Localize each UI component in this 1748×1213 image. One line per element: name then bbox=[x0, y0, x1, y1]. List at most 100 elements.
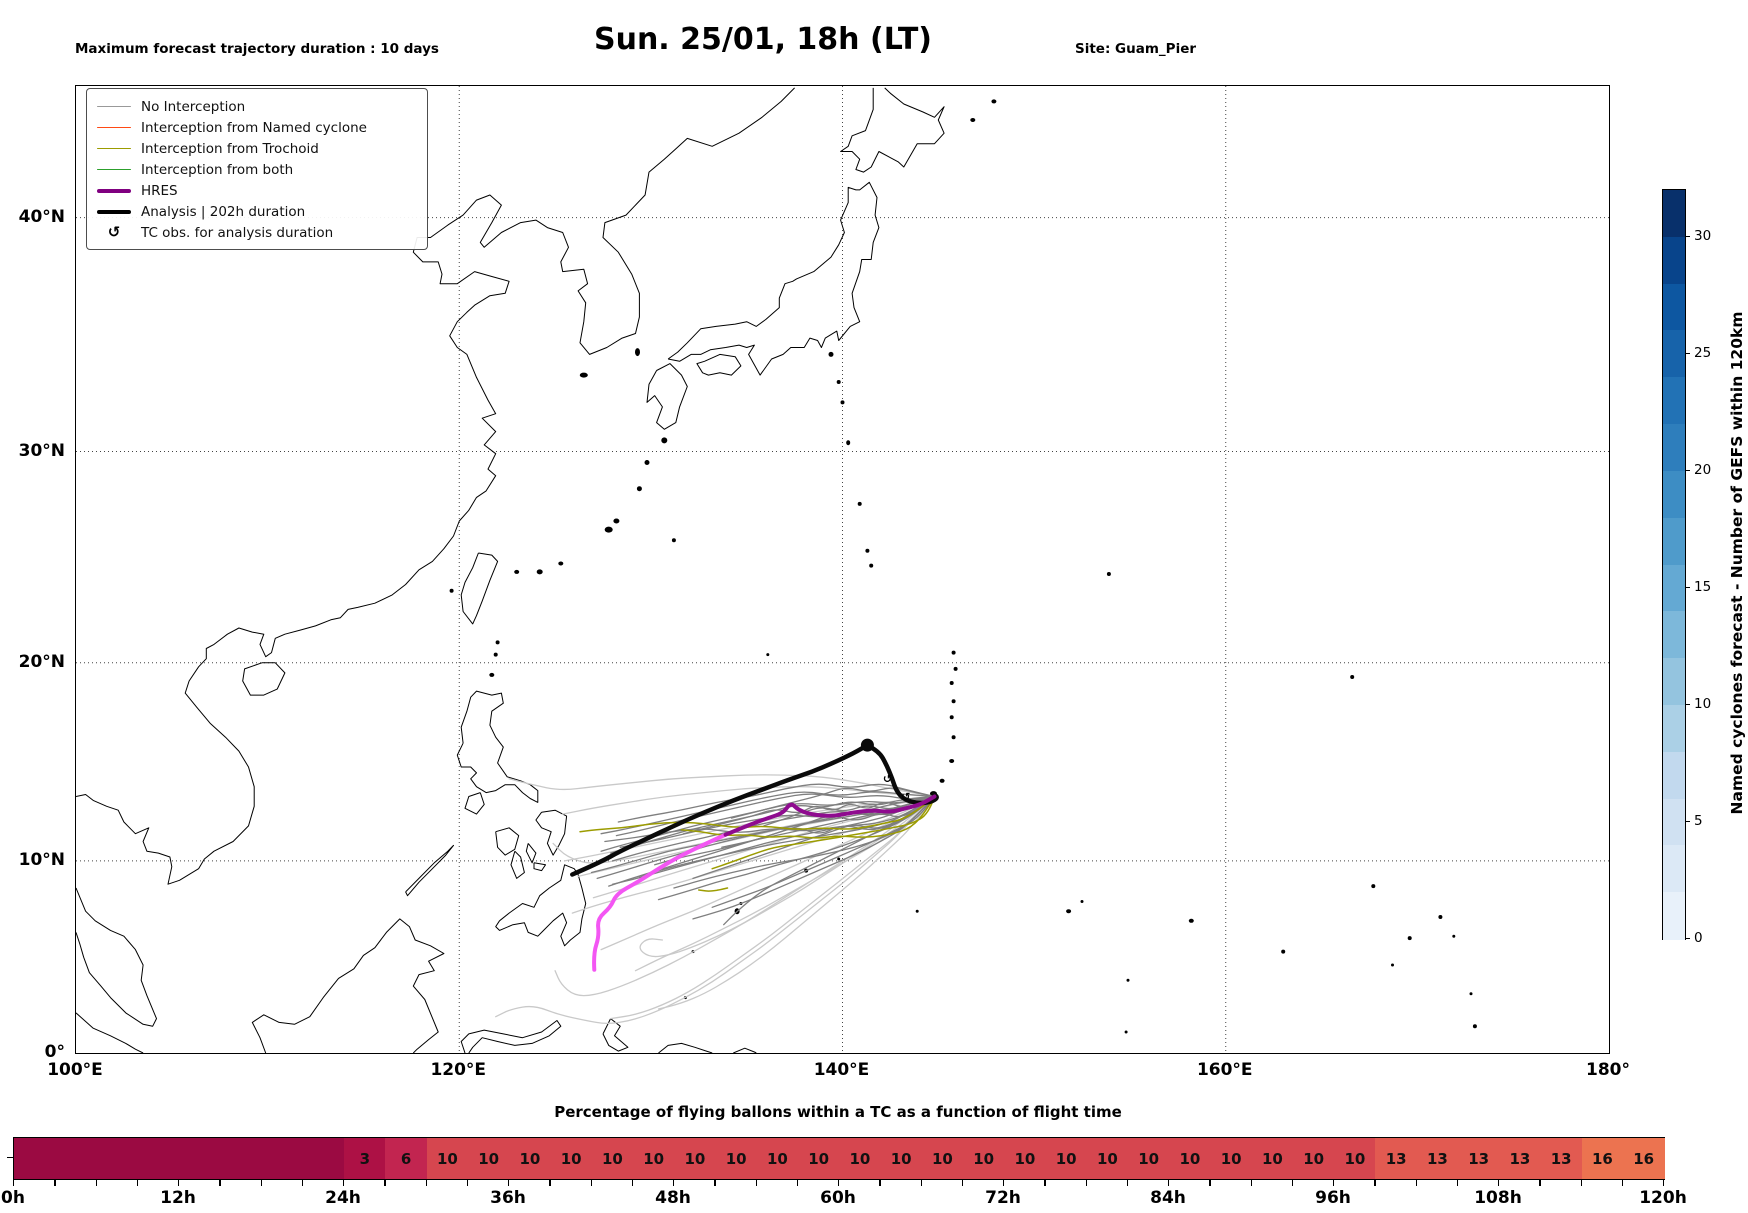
island-dot bbox=[951, 735, 956, 740]
flight-time-segment bbox=[137, 1138, 180, 1179]
island-dot bbox=[1438, 915, 1443, 919]
segment-value-label: 10 bbox=[1096, 1149, 1118, 1168]
flight-time-tick bbox=[1003, 1180, 1005, 1186]
flight-time-tick bbox=[301, 1180, 304, 1186]
colorbar-tick bbox=[1685, 235, 1690, 238]
flight-time-segment: 10 bbox=[632, 1138, 675, 1179]
analysis-trajectory bbox=[570, 742, 870, 877]
flight-time-tick-label: 0h bbox=[1, 1188, 25, 1208]
flight-time-segment: 10 bbox=[880, 1138, 922, 1179]
island-dot bbox=[939, 778, 945, 783]
legend-item: Interception from both bbox=[97, 159, 417, 180]
flight-time-tick bbox=[54, 1180, 56, 1186]
segment-value-label: 13 bbox=[1426, 1149, 1448, 1168]
segment-value-label: 10 bbox=[560, 1149, 582, 1168]
flight-time-tick bbox=[260, 1180, 262, 1186]
trajectory-no-interception bbox=[692, 795, 936, 880]
trajectory-no-interception bbox=[657, 795, 936, 901]
flight-time-tick-label: 60h bbox=[820, 1188, 856, 1208]
colorbar bbox=[1662, 189, 1686, 940]
segment-value-label: 10 bbox=[478, 1149, 500, 1168]
segment-value-label: 13 bbox=[1509, 1149, 1531, 1168]
y-tick-label: 30°N bbox=[18, 440, 65, 461]
colorbar-block bbox=[1663, 190, 1685, 238]
segment-value-label: 10 bbox=[1261, 1149, 1283, 1168]
coastline bbox=[495, 864, 587, 947]
page-title: Sun. 25/01, 18h (LT) bbox=[593, 22, 933, 57]
island-dot bbox=[837, 857, 841, 861]
segment-value-label: 10 bbox=[766, 1149, 788, 1168]
coastline bbox=[405, 844, 454, 897]
island-dot bbox=[635, 348, 640, 357]
island-dot bbox=[536, 569, 543, 575]
coastline bbox=[460, 552, 499, 625]
island-dot bbox=[1472, 1024, 1477, 1029]
flight-time-tick bbox=[1498, 1180, 1500, 1186]
flight-time-segment bbox=[261, 1138, 304, 1179]
legend-line-swatch bbox=[97, 169, 131, 170]
coastline bbox=[242, 662, 286, 696]
flight-time-tick bbox=[384, 1180, 386, 1186]
flight-time-segment: 10 bbox=[1334, 1138, 1376, 1179]
tc-obs-marker-icon: ↺ bbox=[901, 790, 910, 803]
tc-obs-legend-icon: ↺ bbox=[97, 225, 131, 240]
colorbar-tick-label: 15 bbox=[1694, 578, 1712, 595]
flight-time-segment bbox=[55, 1138, 97, 1179]
island-dot bbox=[951, 650, 956, 655]
island-dot bbox=[991, 99, 997, 104]
site-text: Site: Guam_Pier bbox=[1075, 41, 1197, 57]
legend-item-label: Analysis | 202h duration bbox=[141, 203, 306, 220]
x-tick-label: 180° bbox=[1586, 1060, 1630, 1080]
trajectory-no-interception bbox=[562, 786, 936, 815]
colorbar-tick bbox=[1685, 938, 1690, 940]
trajectory-no-interception bbox=[611, 795, 936, 885]
trajectory-no-interception bbox=[763, 795, 936, 827]
flight-time-tick bbox=[1044, 1180, 1046, 1186]
island-dot bbox=[495, 640, 500, 645]
island-dot bbox=[579, 372, 588, 378]
island-dot bbox=[1106, 572, 1111, 576]
flight-time-tick bbox=[1333, 1180, 1335, 1186]
coastline bbox=[76, 1012, 144, 1053]
segment-value-label: 16 bbox=[1633, 1149, 1655, 1168]
island-dot bbox=[857, 501, 862, 506]
flight-time-segment: 10 bbox=[467, 1138, 510, 1179]
coastline bbox=[840, 87, 945, 173]
flight-time-tick bbox=[13, 1180, 15, 1186]
legend-item: Analysis | 202h duration bbox=[97, 201, 417, 222]
legend-line-swatch bbox=[97, 188, 131, 193]
colorbar-block bbox=[1663, 236, 1685, 285]
flight-time-tick bbox=[1539, 1180, 1541, 1186]
flight-time-bar: 3 6 10 10 10 10 10 10 10 10 10 10 10 10 10 10 10 10 10 10 10… bbox=[13, 1137, 1665, 1180]
colorbar-tick-label: 5 bbox=[1694, 812, 1703, 829]
flight-time-tick bbox=[1126, 1180, 1129, 1186]
flight-time-segment: 13 bbox=[1457, 1138, 1500, 1179]
flight-time-tick-label: 24h bbox=[325, 1188, 361, 1208]
flight-time-segment: 10 bbox=[550, 1138, 592, 1179]
flight-time-tick bbox=[961, 1180, 964, 1186]
island-dot bbox=[661, 437, 668, 444]
segment-value-label: 10 bbox=[931, 1149, 953, 1168]
flight-time-tick bbox=[1374, 1180, 1376, 1186]
island-dot bbox=[836, 380, 841, 384]
flight-time-segment: 16 bbox=[1581, 1138, 1624, 1179]
flight-time-tick bbox=[1250, 1180, 1252, 1186]
segment-value-label: 10 bbox=[436, 1149, 458, 1168]
trajectory-no-interception bbox=[508, 774, 936, 798]
flight-time-tick bbox=[673, 1180, 675, 1186]
segment-value-label: 10 bbox=[519, 1149, 541, 1168]
island-dot bbox=[865, 548, 870, 553]
colorbar-tick-label: 30 bbox=[1694, 227, 1712, 244]
flight-time-tick bbox=[95, 1180, 97, 1186]
hres-trajectory-early bbox=[592, 832, 728, 972]
flight-time-tick bbox=[508, 1180, 510, 1186]
coastline bbox=[510, 850, 525, 879]
colorbar-block bbox=[1663, 517, 1685, 565]
flight-time-tick bbox=[838, 1180, 840, 1186]
legend-line-swatch bbox=[97, 106, 131, 107]
flight-time-segment: 10 bbox=[674, 1138, 716, 1179]
coastline bbox=[460, 1020, 562, 1053]
flight-time-tick bbox=[1663, 1180, 1665, 1186]
trajectory-no-interception bbox=[657, 795, 936, 1010]
trajectory-no-interception bbox=[711, 795, 936, 908]
